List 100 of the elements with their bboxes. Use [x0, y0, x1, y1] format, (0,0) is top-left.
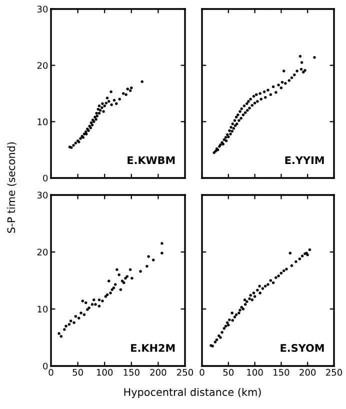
- x-tick-label: 100: [247, 368, 263, 376]
- point: [63, 328, 66, 331]
- point: [248, 297, 251, 300]
- x-tick-label: 150: [124, 368, 140, 376]
- point: [122, 281, 126, 284]
- x-tick-label: 0: [200, 368, 204, 376]
- point: [109, 292, 112, 294]
- point: [219, 336, 222, 339]
- point: [81, 300, 84, 302]
- point: [94, 118, 98, 121]
- point: [112, 286, 116, 290]
- point: [101, 102, 104, 106]
- point: [160, 242, 164, 245]
- point: [288, 252, 292, 255]
- point: [256, 288, 259, 292]
- y-tick-label: 0: [43, 174, 48, 182]
- point: [227, 324, 230, 326]
- point: [86, 308, 89, 311]
- point: [120, 280, 124, 282]
- point: [274, 276, 278, 280]
- point: [98, 109, 102, 112]
- point: [72, 144, 75, 147]
- point: [90, 124, 94, 126]
- point: [258, 292, 262, 294]
- point: [74, 315, 78, 318]
- x-tick-label: 200: [150, 368, 166, 376]
- point: [122, 92, 125, 95]
- y-tick-label: 20: [37, 248, 48, 256]
- point: [238, 312, 240, 314]
- point: [90, 121, 93, 124]
- point: [94, 116, 96, 119]
- annotation: E.YYIM: [285, 156, 324, 164]
- point: [245, 300, 248, 303]
- point: [92, 298, 96, 302]
- point: [139, 270, 142, 273]
- point: [224, 324, 228, 328]
- point: [126, 275, 128, 278]
- y-tick-label: 10: [38, 118, 48, 126]
- point: [88, 306, 90, 310]
- point: [96, 114, 98, 118]
- x-tick-label: 50: [223, 368, 234, 376]
- point: [277, 274, 280, 278]
- point: [214, 340, 217, 344]
- point: [74, 142, 78, 144]
- point: [95, 112, 98, 115]
- point: [290, 264, 294, 268]
- point: [243, 298, 246, 302]
- y-tick-label: 20: [37, 62, 48, 69]
- point: [96, 108, 100, 111]
- point: [234, 313, 238, 316]
- point: [68, 323, 71, 326]
- point: [110, 103, 113, 106]
- point: [222, 326, 226, 330]
- point: [280, 272, 283, 274]
- point: [114, 283, 117, 286]
- point: [108, 280, 110, 282]
- point: [282, 269, 286, 272]
- point: [128, 268, 132, 272]
- point: [285, 268, 288, 270]
- point: [266, 283, 270, 286]
- point: [110, 288, 114, 292]
- point: [140, 80, 144, 84]
- point: [115, 102, 118, 106]
- point: [272, 281, 275, 284]
- point: [90, 303, 94, 306]
- point: [101, 300, 104, 302]
- point: [218, 334, 220, 338]
- point: [130, 276, 134, 280]
- y-axis-title: S-P time (second): [7, 142, 16, 233]
- y-tick-label: 30: [37, 6, 48, 13]
- point: [126, 88, 130, 90]
- x-tick-label: 50: [72, 368, 83, 376]
- point: [72, 321, 76, 324]
- point: [106, 96, 109, 100]
- point: [160, 252, 164, 255]
- annotation: E.KWBM: [128, 156, 175, 164]
- point: [77, 316, 80, 320]
- point: [298, 257, 302, 260]
- point: [94, 303, 97, 306]
- point: [128, 89, 132, 92]
- point: [220, 330, 224, 334]
- point: [269, 279, 272, 282]
- point: [64, 324, 68, 328]
- point: [238, 308, 242, 312]
- point: [249, 294, 252, 297]
- y-tick-label: 30: [37, 192, 48, 199]
- point: [146, 264, 148, 268]
- point: [308, 248, 312, 252]
- point: [118, 98, 121, 101]
- x-tick-label: 100: [96, 368, 113, 376]
- point: [124, 276, 127, 280]
- point: [230, 312, 234, 314]
- point: [124, 93, 128, 96]
- point: [215, 338, 218, 342]
- point: [294, 260, 298, 264]
- point: [147, 255, 150, 258]
- x-tick-label: 150: [274, 368, 290, 376]
- point: [242, 308, 245, 310]
- point: [103, 104, 106, 108]
- point: [258, 284, 261, 288]
